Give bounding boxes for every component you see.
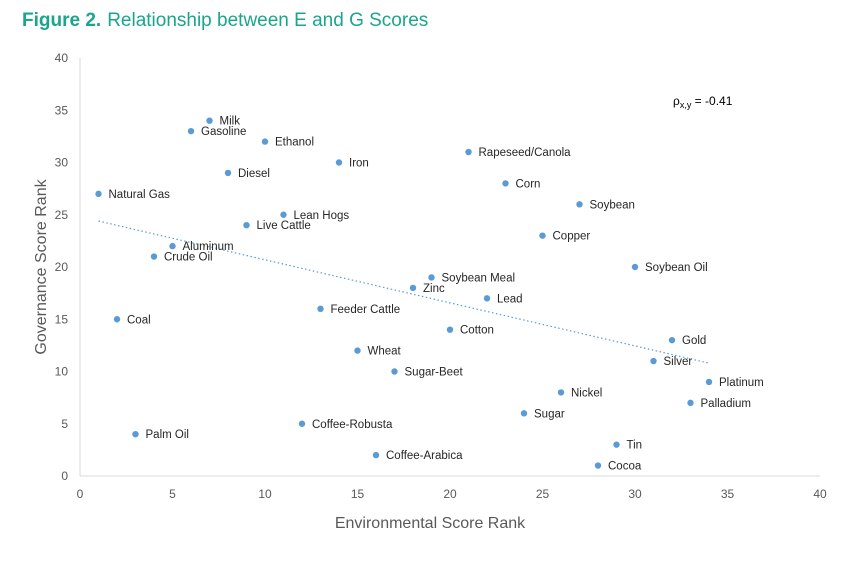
x-tick-label: 0	[77, 487, 84, 501]
data-point	[298, 420, 306, 427]
data-point-label: Rapeseed/Canola	[479, 147, 572, 159]
data-point	[187, 127, 195, 135]
data-point-label: Nickel	[571, 387, 602, 399]
y-tick-label: 30	[55, 156, 69, 170]
x-tick-label: 30	[628, 487, 642, 501]
data-point-label: Sugar	[534, 408, 565, 420]
data-point-label: Iron	[349, 158, 369, 170]
trendline	[98, 220, 710, 364]
data-point	[465, 148, 472, 156]
data-point-label: Lead	[497, 293, 523, 305]
data-point-label: Palladium	[701, 398, 752, 410]
data-point	[428, 274, 435, 281]
data-point	[594, 462, 602, 469]
data-point-label: Cocoa	[608, 461, 642, 473]
data-point	[317, 305, 324, 312]
data-point-label: Feeder Cattle	[331, 304, 401, 316]
data-point-label: Coffee-Robusta	[312, 419, 393, 431]
data-point-label: Sugar-Beet	[405, 367, 464, 379]
y-axis-title: Governance Score Rank	[33, 178, 50, 354]
data-point-label: Platinum	[719, 377, 764, 389]
data-point-label: Soybean Meal	[442, 272, 516, 284]
data-point	[483, 295, 491, 302]
data-point-label: Coffee-Arabica	[386, 450, 463, 462]
data-point	[95, 190, 102, 198]
data-point	[631, 263, 639, 271]
data-point	[169, 242, 176, 250]
data-point	[354, 347, 361, 354]
data-point	[502, 180, 509, 187]
data-point	[261, 138, 269, 145]
data-point-label: Copper	[553, 231, 591, 243]
data-point-label: Tin	[627, 440, 643, 452]
data-point	[280, 211, 287, 218]
y-tick-label: 35	[55, 103, 69, 117]
correlation-annotation: ρx,y = -0.41	[673, 94, 733, 110]
data-point-label: Wheat	[368, 346, 402, 358]
x-tick-label: 15	[351, 487, 365, 501]
data-point-label: Cotton	[460, 325, 494, 337]
data-point-label: Milk	[220, 116, 241, 128]
data-point	[409, 284, 417, 292]
data-point	[576, 201, 583, 208]
x-tick-label: 20	[443, 487, 457, 501]
data-point	[687, 399, 694, 407]
y-tick-label: 10	[55, 365, 69, 379]
data-point	[132, 431, 139, 438]
data-point	[224, 169, 232, 177]
data-point-label: Soybean	[590, 199, 635, 211]
data-point	[391, 368, 398, 375]
data-point-label: Ethanol	[275, 137, 314, 149]
data-point-label: Live Cattle	[257, 220, 311, 232]
figure-title-text: Relationship between E and G Scores	[107, 10, 429, 31]
data-point-label: Corn	[516, 178, 541, 190]
y-tick-label: 5	[61, 417, 68, 431]
data-point-label: Natural Gas	[109, 189, 171, 201]
data-point-label: Soybean Oil	[645, 262, 708, 274]
data-point-label: Gold	[682, 335, 706, 347]
y-tick-label: 40	[55, 51, 69, 65]
data-point	[206, 117, 213, 124]
data-point-label: Lean Hogs	[294, 210, 350, 222]
x-axis-title: Environmental Score Rank	[335, 515, 526, 532]
x-tick-label: 10	[258, 487, 272, 501]
x-tick-label: 5	[169, 487, 176, 501]
data-point-label: Coal	[127, 314, 151, 326]
data-point	[520, 410, 528, 417]
x-tick-label: 25	[536, 487, 550, 501]
data-point	[150, 253, 158, 260]
data-point-label: Gasoline	[201, 126, 246, 138]
y-tick-label: 15	[55, 312, 69, 326]
data-point-label: Palm Oil	[146, 429, 189, 441]
data-point	[446, 326, 454, 333]
data-point-label: Aluminum	[183, 241, 234, 253]
data-point	[650, 357, 657, 365]
figure-title: Figure 2. Relationship between E and G Sc…	[22, 10, 428, 32]
y-tick-label: 25	[55, 208, 69, 222]
data-point	[613, 441, 620, 448]
data-point	[557, 389, 565, 396]
y-tick-label: 0	[61, 469, 68, 483]
data-point-label: Crude Oil	[164, 252, 213, 264]
data-point-label: Silver	[664, 356, 693, 368]
x-tick-label: 35	[721, 487, 735, 501]
data-point-label: Zinc	[423, 283, 445, 295]
data-point	[539, 232, 546, 239]
y-tick-label: 20	[55, 260, 69, 274]
x-tick-label: 40	[813, 487, 827, 501]
data-point	[243, 222, 250, 229]
data-point	[113, 316, 121, 323]
data-point	[668, 336, 676, 344]
data-point	[705, 378, 713, 386]
data-point	[335, 159, 343, 166]
data-point	[372, 451, 380, 459]
figure-number: Figure 2.	[22, 10, 102, 31]
data-point-label: Diesel	[238, 168, 270, 180]
